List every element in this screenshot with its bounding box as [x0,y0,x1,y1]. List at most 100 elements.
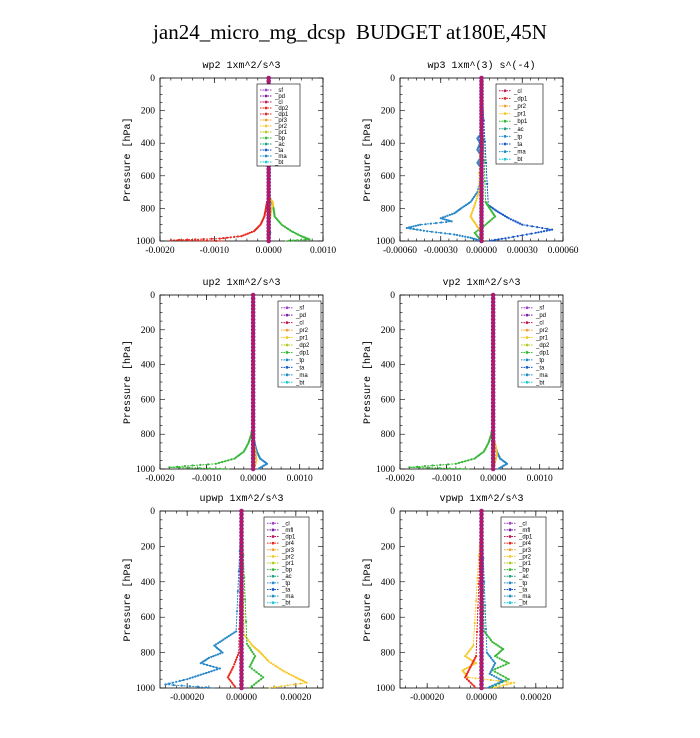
legend-marker [271,561,275,565]
profile-point [488,637,491,640]
profile-point [227,459,230,462]
profile-point [467,669,470,672]
profile-point [470,199,473,202]
profile-point [491,207,495,210]
profile-point [215,668,219,671]
profile-point [252,658,255,661]
legend-marker [525,351,529,354]
profile-point [476,455,479,458]
profile-point [188,685,191,688]
legend-entry: _dp2 [274,106,289,112]
profile-point [505,683,508,686]
profile-point [205,671,208,675]
y-tick-label: 0 [390,507,395,517]
profile-point [299,682,302,685]
profile-point [495,209,498,212]
legend-marker [525,313,529,317]
legend-entry: _ta [274,148,284,154]
profile-point [408,466,411,469]
profile-point [280,223,283,226]
profile-point [525,233,528,236]
profile-point [453,233,456,236]
profile-point [227,635,230,638]
legend-box [517,300,562,388]
profile-line [169,295,254,470]
profile-point [472,644,475,647]
profile-point [212,655,215,658]
profile-point [495,676,498,679]
profile-point [494,215,497,218]
y-tick-label: 800 [381,649,396,659]
x-tick-label: 0.0000 [256,246,282,256]
profile-point [260,653,263,656]
legend-entry: _cl [281,521,290,527]
profile-point [206,239,209,242]
legend-box [277,300,322,388]
profile-point [410,225,413,228]
profile-point [470,213,473,216]
profile-point [258,467,261,470]
profile-point [230,681,234,684]
y-tick-label: 1000 [136,684,155,694]
profile-point [229,679,232,682]
profile-point [466,676,469,679]
profile-point [473,457,476,460]
profile-point [182,678,185,682]
profile-point [250,230,253,234]
profile-point [188,677,191,680]
profile-point [473,685,476,688]
zero-line-point [479,238,484,244]
legend-marker [264,112,268,116]
legend-marker [285,313,289,317]
figure-title: jan24_micro_mg_dcsp BUDGET at180E,45N [153,20,547,44]
profile-point [439,463,442,466]
profile-point [475,662,478,665]
legend-entry: _pr3 [281,548,295,554]
profile-point [467,679,470,682]
profile-point [475,599,478,602]
profile-point [540,230,543,233]
legend-marker [264,124,268,128]
profile-point [443,218,446,221]
profile-point [483,140,486,143]
legend-entry: _dp2 [535,343,550,349]
legend-entry: _mfl [281,528,293,534]
legend-marker [271,535,275,538]
profile-point [516,221,519,224]
profile-point [230,669,233,672]
profile-point [491,640,494,644]
profile-point [467,459,470,462]
profile-point [207,671,210,674]
profile-point [546,227,549,230]
legend-entry: _ta [518,587,528,593]
profile-point [504,663,507,666]
profile-point [250,662,253,665]
profile-point [494,683,497,686]
profile-point [168,682,171,685]
profile-point [296,239,299,242]
profile-point [198,467,201,470]
profile-point [285,226,288,230]
profile-point [466,651,469,654]
profile-point [502,213,505,216]
profile-point [287,672,291,675]
profile-point [428,466,431,469]
profile-point [210,655,213,659]
profile-point [267,660,270,663]
profile-point [242,450,245,453]
y-tick-label: 800 [141,430,156,440]
x-tick-label: -0.00020 [410,693,444,703]
legend-marker [503,150,507,153]
x-tick-label: -0.00030 [424,246,458,256]
legend-marker [508,594,512,598]
profile-point [496,210,499,213]
profile-point [536,226,539,229]
profile-point [491,658,494,661]
profile-point [494,668,497,671]
profile-point [300,238,303,241]
legend-entry: _tp [295,358,305,364]
profile-point [487,220,490,224]
y-tick-label: 0 [150,74,155,84]
profile-point [496,656,499,659]
profile-point [215,643,218,646]
